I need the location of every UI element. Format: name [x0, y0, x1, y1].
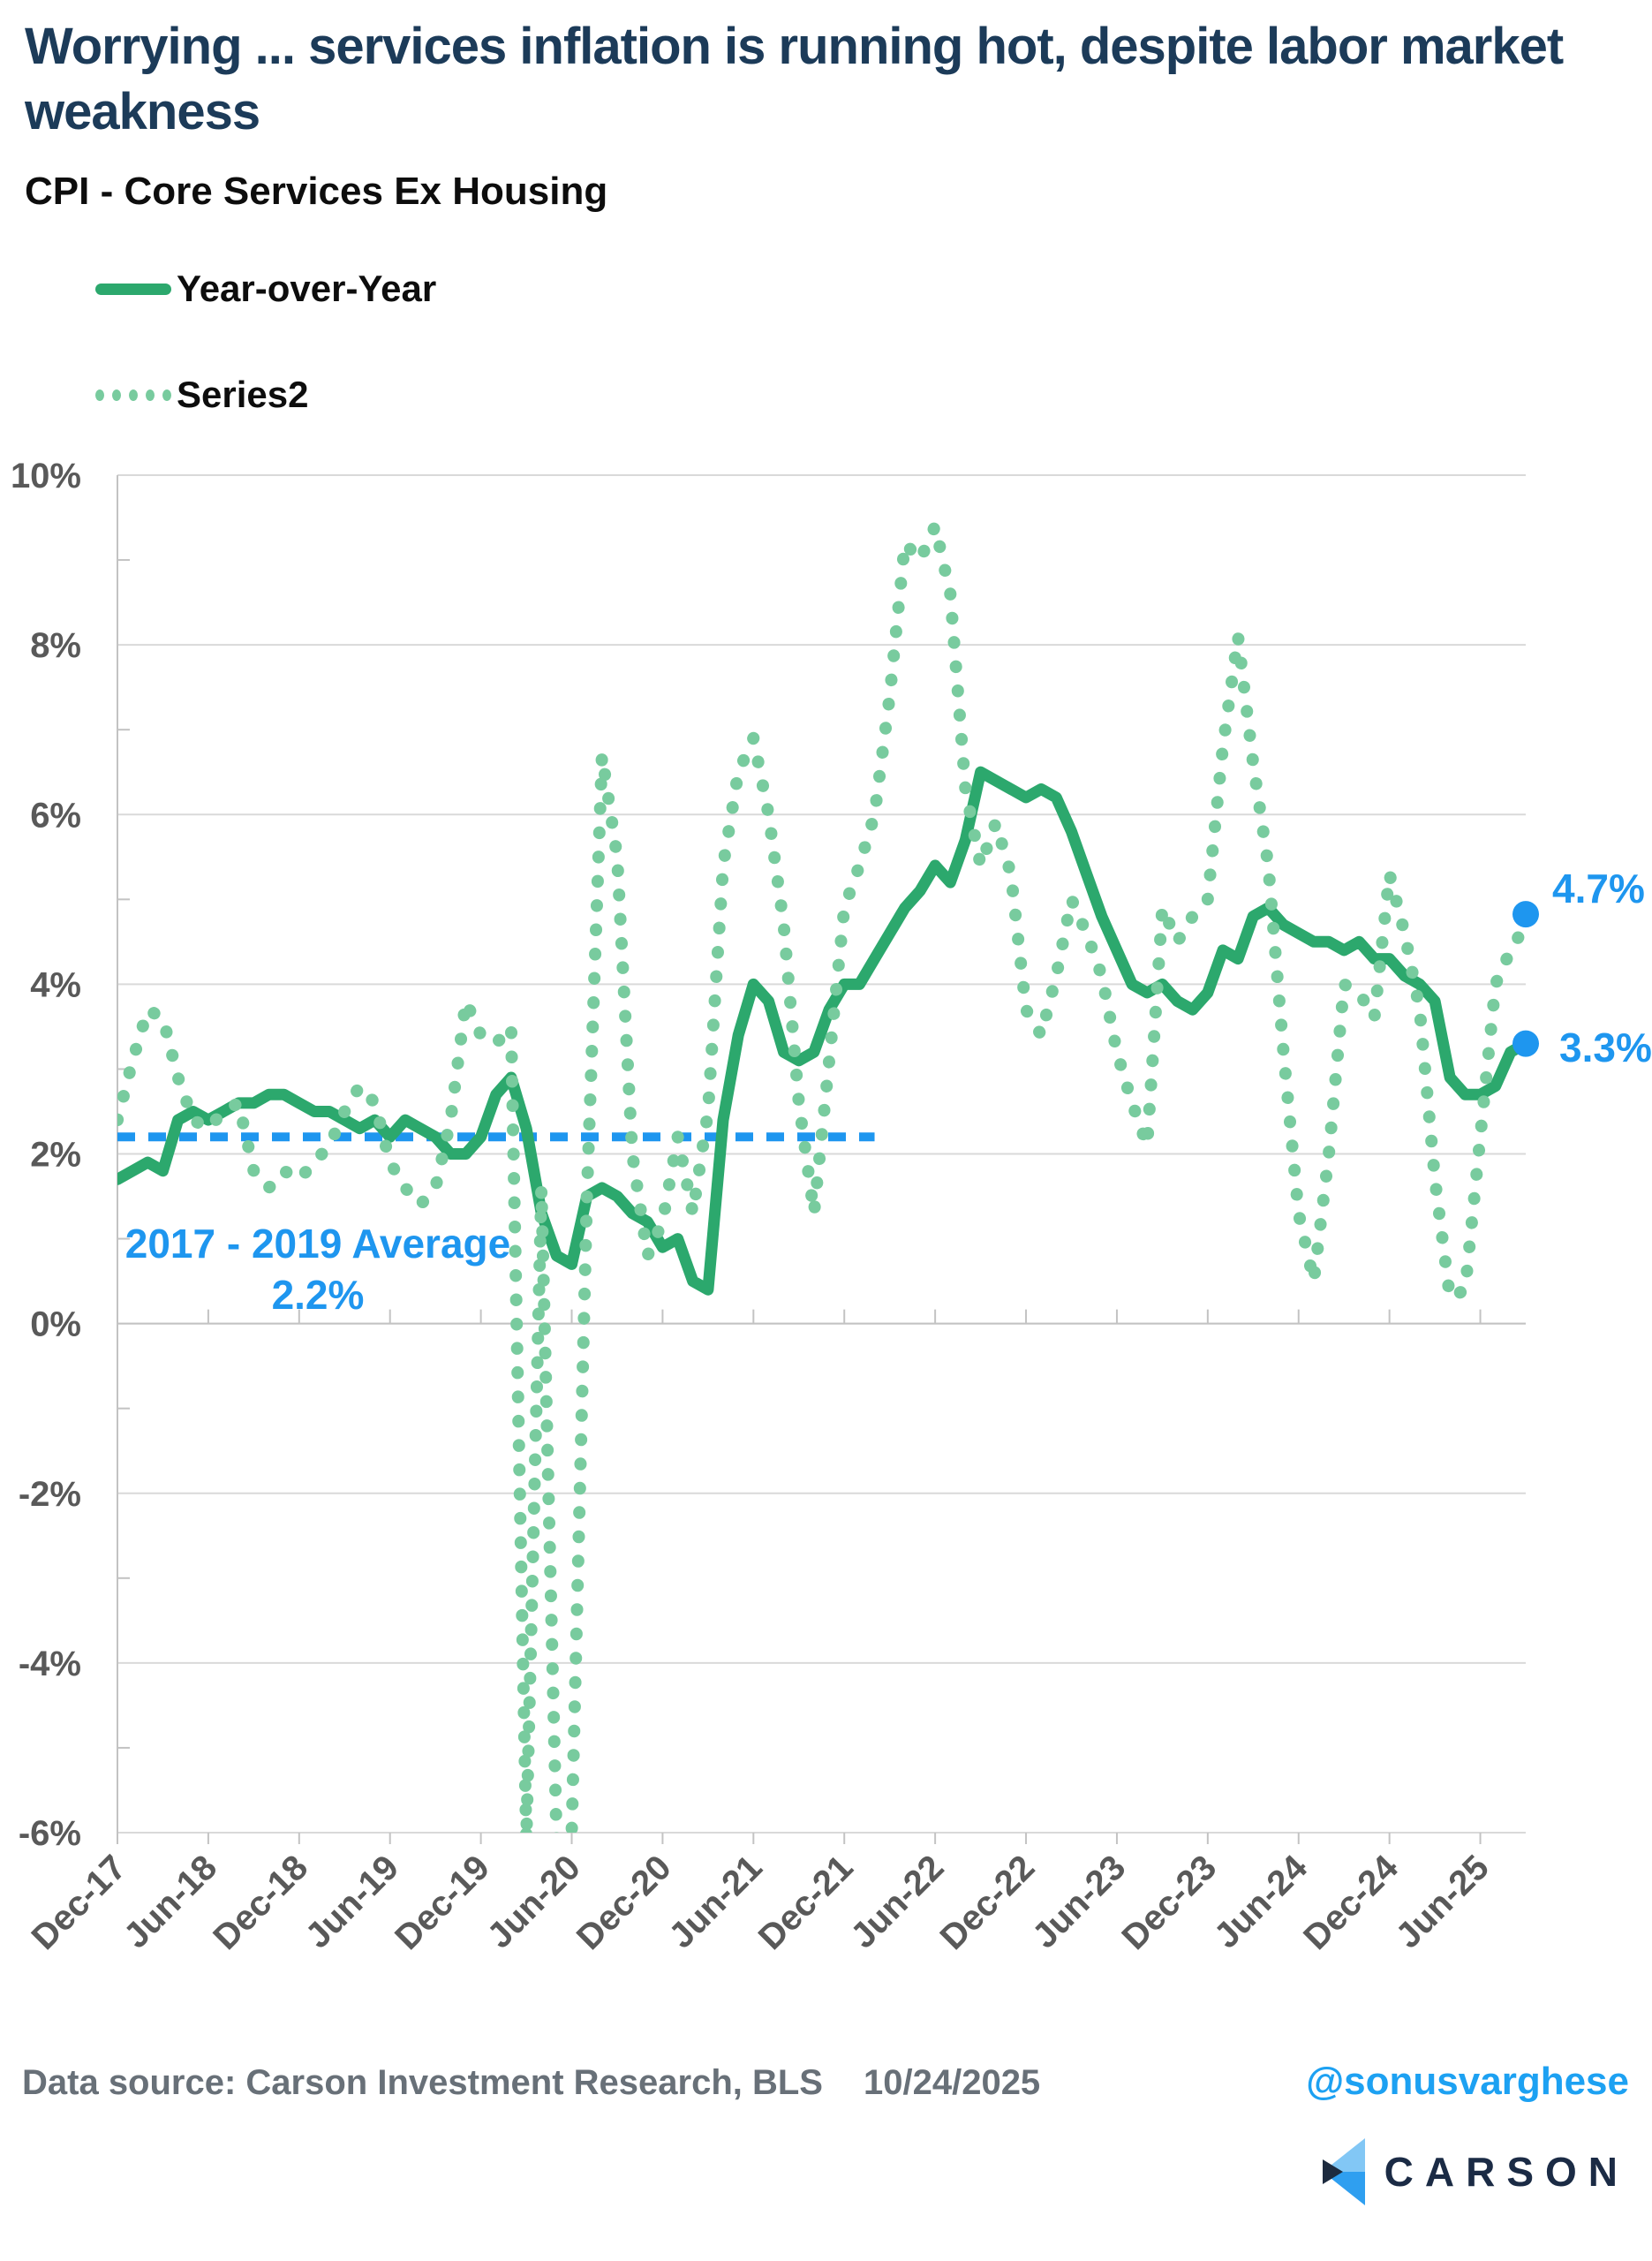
carson-chevron-icon: [1322, 2138, 1365, 2205]
legend-item-yoy: Year-over-Year: [95, 265, 436, 313]
x-axis-tick-label: Jun-24: [1207, 1848, 1316, 1956]
solid-line-swatch-icon: [95, 283, 171, 295]
x-axis-tick-label: Jun-25: [1389, 1848, 1497, 1955]
legend-label-yoy: Year-over-Year: [177, 268, 437, 309]
data-source-text: Data source: Carson Investment Research,…: [22, 2063, 1040, 2103]
x-axis-tick-label: Dec-19: [388, 1848, 497, 1957]
y-axis-tick-label: -4%: [19, 1645, 81, 1683]
footer: Data source: Carson Investment Research,…: [22, 2060, 1629, 2104]
x-axis-tick-label: Dec-24: [1296, 1848, 1406, 1957]
carson-logo: CARSON: [1319, 2134, 1629, 2210]
x-axis-tick-label: Dec-21: [751, 1848, 861, 1957]
end-point-marker: [1512, 901, 1539, 928]
y-axis-tick-label: 6%: [30, 796, 81, 835]
x-axis-tick-label: Dec-23: [1114, 1848, 1224, 1957]
y-axis-tick-label: 8%: [30, 626, 81, 665]
x-axis-tick-label: Jun-18: [117, 1848, 224, 1955]
y-axis-tick-label: 0%: [30, 1305, 81, 1344]
average-annotation-line2: 2.2%: [272, 1272, 365, 1318]
y-axis-tick-label: -6%: [19, 1814, 81, 1853]
data-date: 10/24/2025: [863, 2063, 1041, 2102]
chart-title: Worrying ... services inflation is runni…: [25, 18, 1564, 141]
legend-label-series2: Series2: [177, 374, 309, 415]
data-source-label: Data source: Carson Investment Research,…: [22, 2063, 823, 2102]
author-handle: @sonusvarghese: [1306, 2060, 1629, 2103]
y-axis-tick-label: 10%: [11, 457, 81, 495]
end-point-label: 3.3%: [1559, 1025, 1652, 1070]
end-point-marker: [1512, 1030, 1539, 1057]
x-axis-tick-label: Jun-22: [843, 1848, 951, 1955]
chart-subtitle: CPI - Core Services Ex Housing: [25, 170, 608, 213]
x-axis-tick-label: Jun-23: [1025, 1848, 1133, 1955]
y-axis-tick-label: -2%: [19, 1475, 81, 1514]
end-point-label: 4.7%: [1552, 866, 1645, 911]
x-axis-tick-label: Dec-20: [570, 1848, 679, 1957]
legend: Year-over-Year Series2: [95, 265, 436, 477]
x-axis-tick-label: Jun-20: [480, 1848, 588, 1955]
x-axis-tick-label: Jun-19: [298, 1848, 406, 1955]
x-axis-tick-label: Dec-22: [933, 1848, 1043, 1957]
legend-item-series2: Series2: [95, 371, 436, 419]
dotted-line-swatch-icon: [95, 389, 171, 401]
carson-wordmark: CARSON: [1384, 2149, 1629, 2195]
series-line-yoy: [117, 766, 1532, 1296]
x-axis-tick-label: Jun-21: [661, 1848, 769, 1955]
y-axis-tick-label: 2%: [30, 1136, 81, 1175]
x-axis-tick-label: Dec-18: [206, 1848, 315, 1957]
x-axis-tick-label: Dec-17: [24, 1848, 133, 1957]
y-axis-tick-label: 4%: [30, 965, 81, 1004]
average-annotation-line1: 2017 - 2019 Average: [125, 1221, 510, 1267]
series-line-series2: [117, 519, 1532, 1833]
